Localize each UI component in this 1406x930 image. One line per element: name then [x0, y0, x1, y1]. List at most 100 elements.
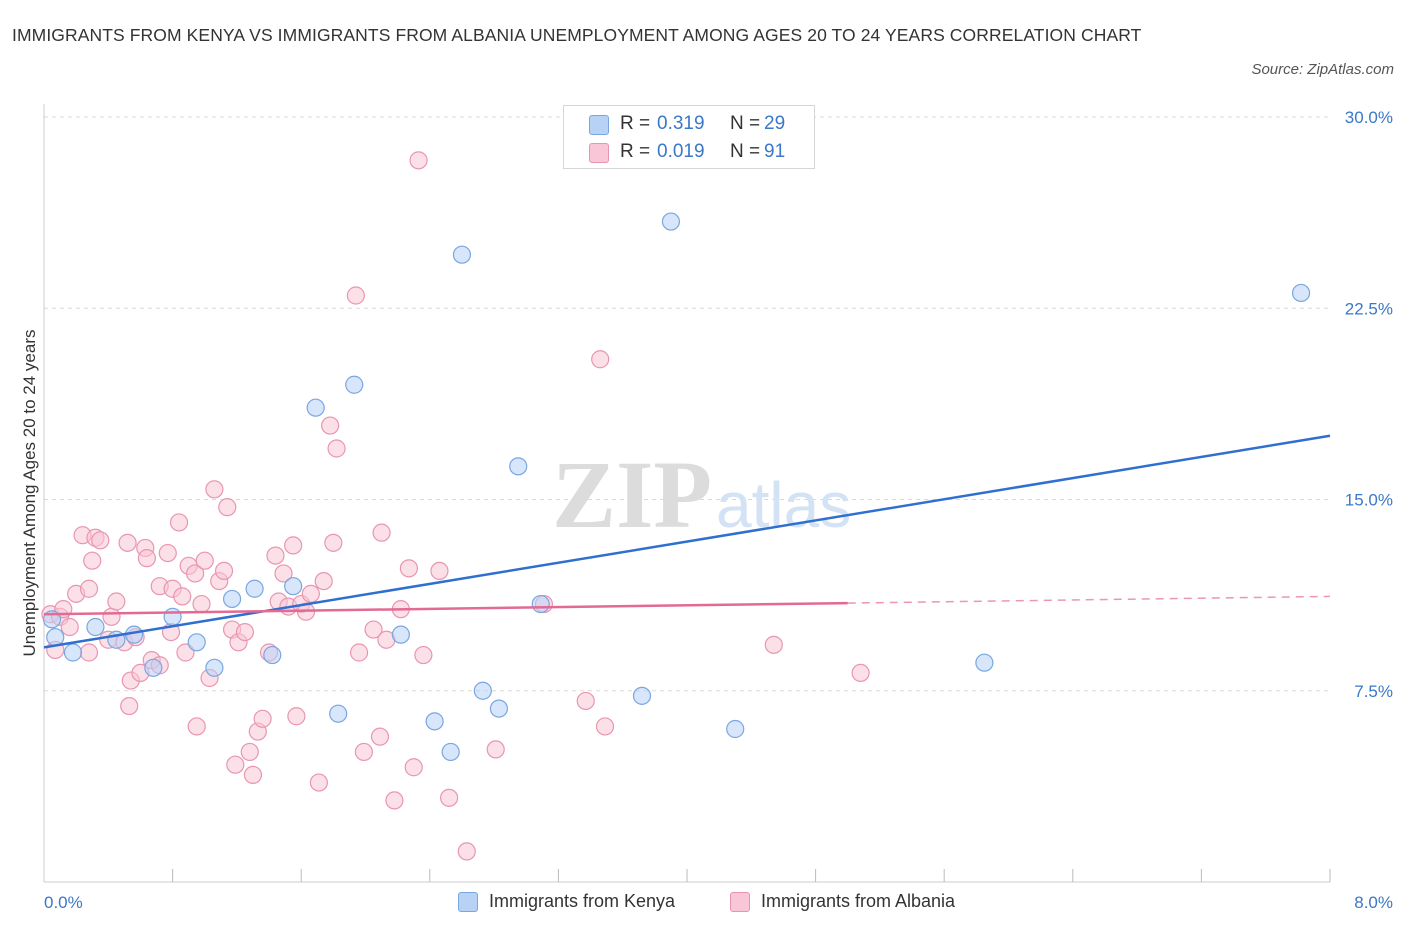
y-tick-label: 7.5% [1354, 682, 1393, 701]
x-tick-label-max: 8.0% [1354, 893, 1393, 912]
kenya-point [284, 577, 303, 596]
watermark-zip: ZIP [552, 441, 712, 548]
kenya-point [441, 742, 460, 762]
albania-point [414, 645, 433, 665]
albania-point [266, 546, 285, 565]
kenya-point [306, 398, 325, 417]
albania-point [274, 564, 293, 583]
chart-source: Source: ZipAtlas.com [1251, 61, 1394, 78]
albania-point [764, 635, 783, 654]
albania-point [137, 549, 156, 568]
kenya-point [63, 643, 83, 662]
albania-swatch [589, 143, 609, 163]
kenya-point [632, 686, 652, 705]
y-tick-labels: 7.5% 15.0% 22.5% 30.0% [1345, 108, 1393, 701]
albania-point [385, 791, 404, 810]
albania-point [205, 480, 224, 499]
correlation-legend: R = 0.319 N = 29 R = 0.019 N = 91 [563, 105, 815, 169]
albania-point [349, 643, 369, 662]
albania-point [176, 643, 195, 662]
y-tick-label: 30.0% [1345, 108, 1393, 127]
albania-point [83, 551, 102, 570]
albania-point [486, 740, 505, 759]
r-label: R = [620, 113, 651, 134]
albania-point [91, 531, 110, 550]
kenya-point [425, 712, 444, 731]
legend-label-albania: Immigrants from Albania [761, 891, 956, 911]
n-value: 91 [764, 141, 786, 162]
n-label: N = [730, 113, 761, 134]
albania-trend-line-extrapolated [847, 595, 1331, 604]
chart-title: IMMIGRANTS FROM KENYA VS IMMIGRANTS FROM… [12, 25, 1142, 45]
albania-point [324, 533, 343, 552]
albania-point [192, 594, 211, 614]
r-label: R = [620, 141, 651, 162]
kenya-point [46, 628, 65, 647]
kenya-point [144, 658, 163, 677]
n-label: N = [730, 141, 761, 162]
albania-point [173, 587, 192, 606]
albania-point [243, 765, 263, 785]
albania-point [60, 617, 79, 637]
kenya-points [42, 212, 1311, 762]
kenya-swatch [589, 115, 609, 135]
legend-label-kenya: Immigrants from Kenya [489, 891, 676, 911]
albania-point [851, 663, 870, 683]
legend-row-albania: R = 0.019 N = 91 [564, 139, 814, 165]
kenya-point [1291, 283, 1311, 303]
albania-point [253, 709, 272, 728]
kenya-point [489, 699, 509, 718]
r-value: 0.319 [657, 113, 705, 134]
albania-point [218, 498, 237, 517]
albania-point [226, 755, 245, 774]
watermark-atlas: atlas [716, 469, 851, 541]
kenya-point [163, 607, 182, 626]
albania-point [439, 788, 459, 807]
n-value: 29 [764, 113, 786, 134]
kenya-point [329, 704, 348, 723]
albania-point [457, 842, 476, 861]
albania-trend-line [43, 601, 848, 616]
albania-point [370, 727, 390, 746]
albania-point [372, 523, 391, 542]
albania-point [321, 416, 340, 435]
albania-point [301, 584, 320, 603]
x-ticks [172, 869, 1331, 882]
albania-point [240, 742, 259, 762]
kenya-point [509, 457, 528, 476]
kenya-point [86, 617, 105, 637]
albania-point [107, 592, 126, 611]
albania-point [118, 533, 137, 552]
albania-point [346, 286, 365, 305]
albania-point [314, 571, 333, 591]
albania-point [79, 643, 99, 662]
albania-point [430, 561, 449, 581]
albania-point [364, 620, 383, 639]
albania-point [309, 773, 328, 792]
trend-lines [43, 434, 1331, 649]
x-tick-label-min: 0.0% [44, 893, 83, 912]
albania-point [120, 696, 139, 716]
y-tick-label: 15.0% [1345, 491, 1393, 510]
y-axis-label: Unemployment Among Ages 20 to 24 years [20, 330, 39, 657]
albania-point [287, 707, 306, 726]
kenya-point [975, 653, 994, 672]
kenya-point [531, 594, 550, 614]
albania-swatch [730, 892, 750, 912]
albania-point [327, 439, 346, 458]
kenya-point [222, 589, 242, 609]
albania-point [404, 758, 423, 777]
r-value: 0.019 [657, 141, 705, 162]
watermark: ZIP atlas [552, 441, 851, 548]
albania-point [576, 691, 595, 711]
albania-point [158, 543, 177, 563]
albania-point [399, 559, 419, 578]
y-tick-label: 22.5% [1345, 299, 1393, 318]
kenya-point [345, 375, 364, 394]
albania-point [284, 536, 303, 555]
albania-point [591, 350, 610, 369]
kenya-point [187, 633, 206, 652]
albania-point [235, 622, 255, 642]
albania-point [195, 551, 214, 570]
